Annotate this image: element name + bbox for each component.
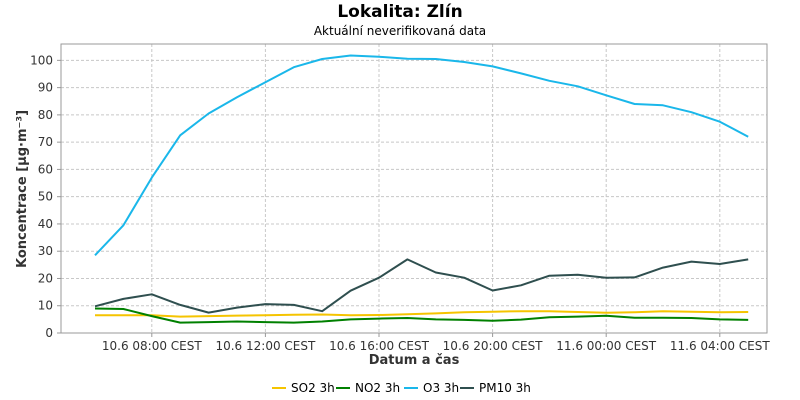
plot-area [60, 43, 768, 334]
y-tick-label: 80 [38, 108, 53, 122]
legend-label-so2: SO2 3h [291, 381, 335, 395]
x-axis-label: Datum a čas [369, 353, 460, 368]
series-lines [94, 54, 749, 324]
x-tick-label: 11.6 00:00 CEST [556, 339, 657, 353]
series-line-pm10 [94, 258, 749, 314]
y-tick-label: 20 [38, 271, 53, 285]
y-tick-label: 30 [38, 244, 53, 258]
x-tick-label: 10.6 08:00 CEST [102, 339, 203, 353]
legend-label-o3: O3 3h [423, 381, 459, 395]
x-tick-label: 11.6 04:00 CEST [670, 339, 771, 353]
chart-subtitle: Aktuální neverifikovaná data [313, 24, 487, 38]
series-line-no2 [94, 307, 749, 324]
chart-title: Lokalita: Zlín [337, 2, 463, 22]
y-tick-label: 10 [38, 299, 53, 313]
legend: SO2 3h NO2 3h O3 3h PM10 3h [272, 381, 531, 395]
y-axis: 0 10 20 30 40 50 60 70 80 90 100 [30, 53, 61, 340]
y-tick-label: 100 [30, 53, 53, 67]
series-line-o3 [94, 54, 749, 256]
grid [61, 44, 767, 334]
y-tick-label: 60 [38, 162, 53, 176]
legend-label-pm10: PM10 3h [479, 381, 531, 395]
x-tick-label: 10.6 12:00 CEST [215, 339, 316, 353]
y-tick-label: 50 [38, 190, 53, 204]
x-axis: 10.6 08:00 CEST 10.6 12:00 CEST 10.6 16:00… [102, 333, 771, 353]
series-line-so2 [95, 310, 749, 318]
y-tick-label: 70 [38, 135, 53, 149]
x-tick-label: 10.6 20:00 CEST [443, 339, 544, 353]
y-tick-label: 40 [38, 217, 53, 231]
legend-label-no2: NO2 3h [355, 381, 400, 395]
y-tick-label: 90 [38, 81, 53, 95]
y-tick-label: 0 [45, 326, 53, 340]
y-axis-label: Koncentrace [µg·m⁻³] [15, 110, 30, 268]
x-tick-label: 10.6 16:00 CEST [329, 339, 430, 353]
